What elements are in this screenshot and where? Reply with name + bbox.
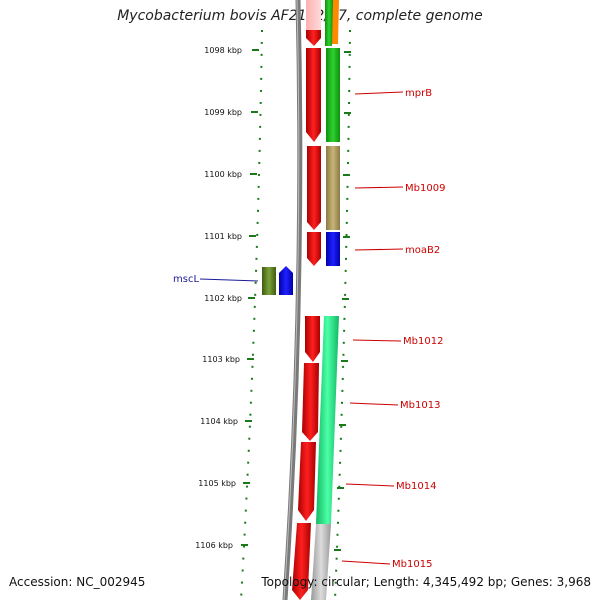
cog-track — [311, 0, 340, 600]
label-leaders — [199, 91, 404, 565]
gene-feature-Mb1012[interactable] — [305, 316, 320, 362]
cds-track-forward — [292, 0, 321, 600]
tick-label-1103: 1103 kbp — [202, 355, 240, 364]
tick-marks: 1098 kbp 1099 kbp 1100 kbp 1101 kbp 1102… — [195, 46, 259, 550]
gene-feature-mscL-olive[interactable] — [262, 267, 276, 295]
tick-label-1098: 1098 kbp — [204, 46, 242, 55]
cog-moaB2-blue[interactable] — [326, 232, 340, 266]
tick-label-1104: 1104 kbp — [200, 417, 238, 426]
gene-label-mprB[interactable]: mprB — [405, 88, 432, 99]
cog-top-green[interactable] — [325, 0, 333, 46]
gene-feature-Mb1013[interactable] — [302, 363, 319, 441]
tick-label-1102: 1102 kbp — [204, 294, 242, 303]
right-tick-axis — [334, 29, 351, 600]
gene-feature-Mb1015[interactable] — [292, 523, 311, 600]
right-tick-marks — [334, 51, 351, 551]
genome-backbone — [282, 0, 303, 600]
tick-label-1099: 1099 kbp — [204, 108, 242, 117]
genome-summary-text: Topology: circular; Length: 4,345,492 bp… — [261, 575, 591, 589]
left-tick-axis — [240, 29, 263, 600]
gene-label-Mb1012[interactable]: Mb1012 — [403, 336, 443, 347]
gene-label-mscL[interactable]: mscL — [173, 274, 199, 285]
gene-feature-Mb1014[interactable] — [298, 442, 316, 521]
gene-label-Mb1009[interactable]: Mb1009 — [405, 183, 445, 194]
cog-top-orange[interactable] — [331, 0, 339, 44]
gene-feature-mscL-blue[interactable] — [279, 266, 293, 295]
gene-feature-Mb1009[interactable] — [307, 146, 321, 230]
cog-Mb1015-gray[interactable] — [311, 524, 331, 600]
gene-label-moaB2[interactable]: moaB2 — [405, 245, 440, 256]
gene-label-Mb1014[interactable]: Mb1014 — [396, 481, 436, 492]
gene-feature-top-red[interactable] — [306, 30, 321, 46]
gene-label-Mb1015[interactable]: Mb1015 — [392, 559, 432, 570]
tick-label-1101: 1101 kbp — [204, 232, 242, 241]
gene-labels: mprB Mb1009 moaB2 mscL Mb1012 Mb1013 Mb1… — [173, 88, 445, 570]
tick-label-1105: 1105 kbp — [198, 479, 236, 488]
cog-Mb1009-khaki[interactable] — [326, 146, 340, 230]
tick-label-1106: 1106 kbp — [195, 541, 233, 550]
gene-feature-mprB[interactable] — [306, 48, 321, 142]
cog-Mb1012-mint[interactable] — [316, 316, 339, 524]
reverse-track — [262, 266, 293, 295]
gene-label-Mb1013[interactable]: Mb1013 — [400, 400, 440, 411]
tick-label-1100: 1100 kbp — [204, 170, 242, 179]
gene-feature-moaB2[interactable] — [307, 232, 321, 266]
accession-text: Accession: NC_002945 — [9, 575, 146, 589]
cog-mprB-green[interactable] — [326, 48, 340, 142]
